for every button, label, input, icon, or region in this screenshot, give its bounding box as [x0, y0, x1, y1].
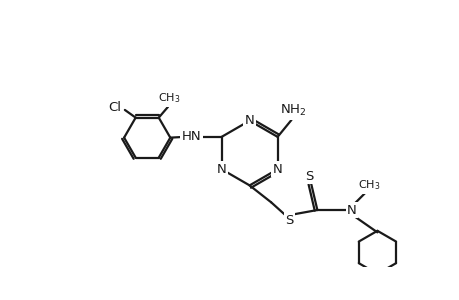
Text: NH$_2$: NH$_2$ [279, 103, 306, 118]
Text: S: S [285, 214, 293, 226]
Text: N: N [244, 114, 254, 127]
Text: CH$_3$: CH$_3$ [157, 92, 179, 105]
Text: Cl: Cl [108, 101, 121, 114]
Text: CH$_3$: CH$_3$ [357, 178, 380, 192]
Text: N: N [347, 203, 356, 217]
Text: S: S [305, 169, 313, 183]
Text: N: N [216, 163, 226, 176]
Text: N: N [272, 163, 282, 176]
Text: HN: HN [181, 130, 201, 143]
